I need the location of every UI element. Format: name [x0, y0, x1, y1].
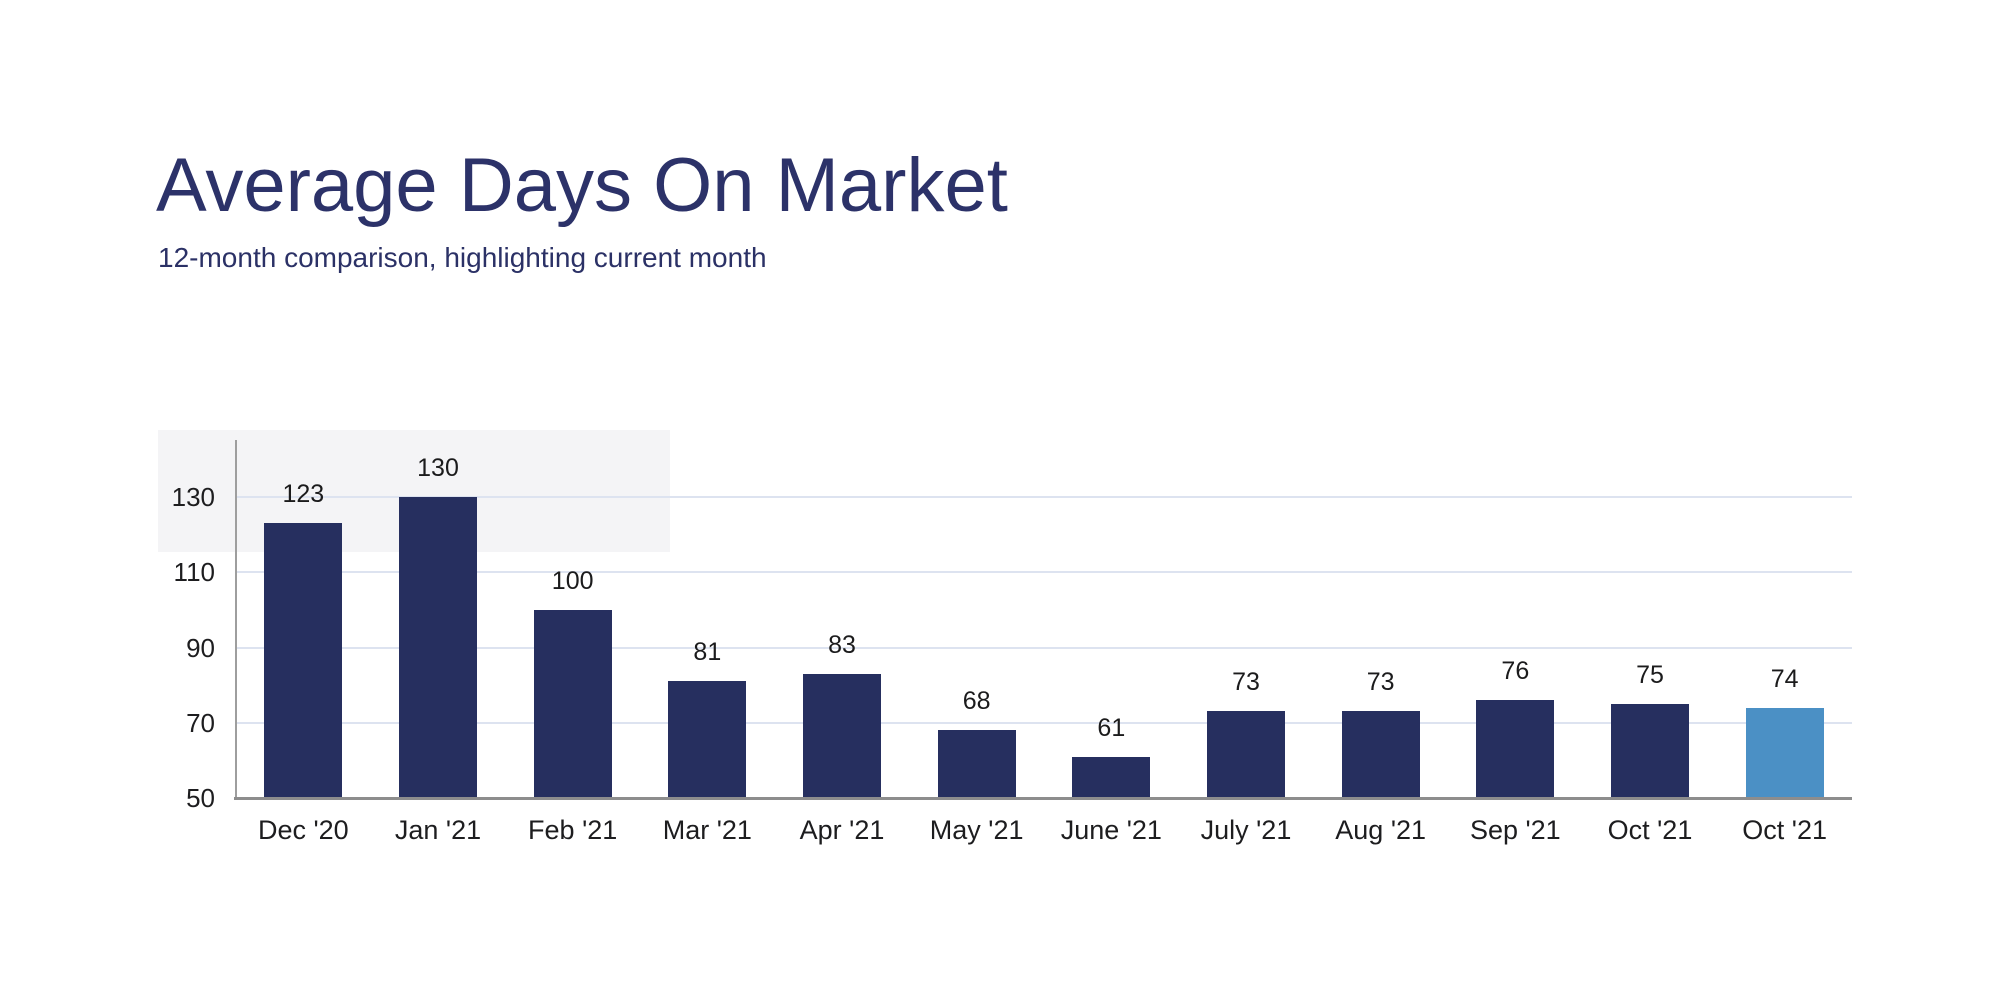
y-axis-tick-label: 70: [186, 707, 215, 738]
y-axis-tick-label: 130: [171, 482, 215, 512]
x-axis-tick-label: Dec '20: [257, 815, 349, 845]
bar: [533, 609, 612, 798]
bar: [399, 497, 477, 798]
page-title: Average Days On Market: [156, 143, 1008, 228]
bar-value-label: 100: [551, 566, 594, 595]
gridline: [237, 496, 1852, 498]
bar-value-label: 81: [693, 638, 722, 667]
bar: [264, 523, 343, 798]
bar-value-label: 68: [962, 687, 991, 716]
gridline: [237, 646, 1852, 649]
bar-value-label: 74: [1770, 664, 1799, 693]
bar-value-label: 130: [417, 454, 459, 482]
bar-value-label: 73: [1232, 668, 1260, 697]
page-subtitle: 12-month comparison, highlighting curren…: [158, 242, 767, 273]
bar: [1072, 756, 1151, 798]
bar: [803, 673, 881, 798]
bar-value-label: 83: [828, 630, 856, 659]
x-axis-tick-label: Sep '21: [1469, 815, 1561, 845]
gridline: [237, 721, 1852, 724]
x-axis-line: [234, 797, 1852, 800]
y-axis-line: [235, 440, 237, 799]
bar: [1476, 700, 1555, 798]
y-axis-tick-label: 90: [186, 632, 215, 663]
bar-value-label: 75: [1636, 660, 1664, 689]
bar-value-label: 76: [1501, 657, 1530, 686]
x-axis-tick-label: July '21: [1200, 815, 1292, 845]
y-axis-tick-label: 50: [186, 783, 215, 813]
y-axis-tick-label: 110: [173, 557, 215, 588]
x-axis-tick-label: Jan '21: [394, 815, 482, 845]
x-axis-tick-label: Feb '21: [528, 815, 618, 845]
x-axis-tick-label: June '21: [1060, 815, 1162, 845]
bar: [937, 730, 1016, 798]
gridline: [237, 571, 1852, 574]
bar-current-month: [1745, 707, 1824, 798]
x-axis-tick-label: May '21: [929, 815, 1024, 845]
x-axis-tick-label: Aug '21: [1335, 815, 1427, 845]
x-axis-tick-label: Mar '21: [662, 815, 752, 845]
x-axis-tick-label: Oct '21: [1607, 815, 1693, 845]
bar: [1207, 711, 1285, 798]
bar: [1611, 703, 1689, 798]
bar-value-label: 61: [1097, 713, 1126, 742]
x-axis-tick-label: Oct '21: [1742, 815, 1827, 845]
bar-value-label: 73: [1366, 668, 1395, 697]
x-axis-tick-label: Apr '21: [799, 815, 885, 845]
bar-value-label: 123: [282, 480, 325, 509]
bar: [668, 681, 747, 798]
bar: [1341, 711, 1420, 798]
